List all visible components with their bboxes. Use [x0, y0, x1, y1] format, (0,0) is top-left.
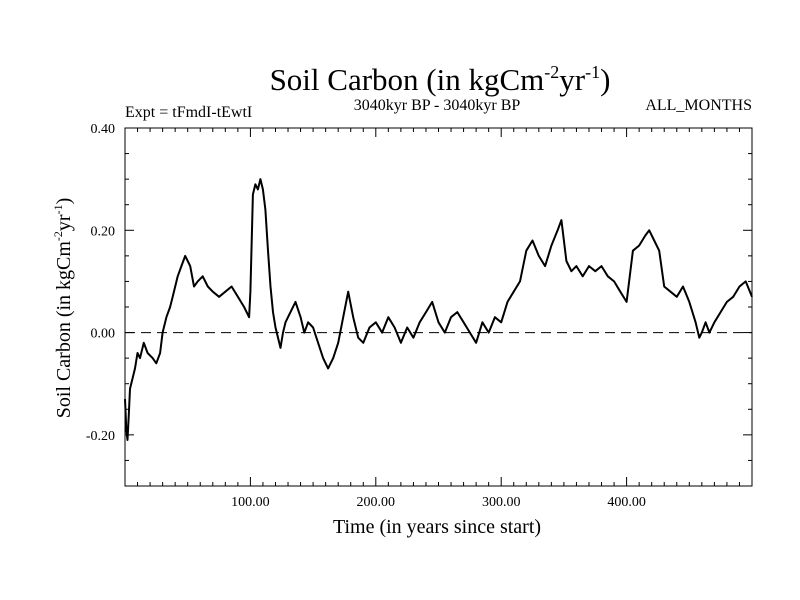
y-axis-label: Soil Carbon (in kgCm-2yr-1)	[51, 198, 75, 419]
x-tick-label: 400.00	[607, 495, 646, 510]
x-tick-label: 200.00	[357, 495, 396, 510]
period-label: 3040kyr BP - 3040kyr BP	[354, 97, 521, 114]
y-tick-label: 0.00	[91, 327, 116, 342]
experiment-label: Expt = tFmdI-tEwtI	[125, 104, 252, 121]
series-line-soil-carbon	[124, 178, 753, 441]
months-label: ALL_MONTHS	[645, 97, 752, 114]
y-tick-label: 0.20	[91, 224, 116, 239]
x-axis-label: Time (in years since start)	[333, 516, 541, 538]
plot-frame	[124, 127, 753, 487]
axis-ticks	[124, 127, 753, 487]
chart-title: Soil Carbon (in kgCm-2yr-1)	[270, 62, 611, 97]
x-tick-label: 100.00	[231, 495, 270, 510]
x-tick-label: 300.00	[482, 495, 521, 510]
y-tick-label: 0.40	[91, 122, 116, 137]
y-tick-label: -0.20	[86, 429, 115, 444]
tick-labels: 100.00 200.00 300.00 400.00 0.40 0.20 0.00 -0.2…	[86, 122, 646, 510]
